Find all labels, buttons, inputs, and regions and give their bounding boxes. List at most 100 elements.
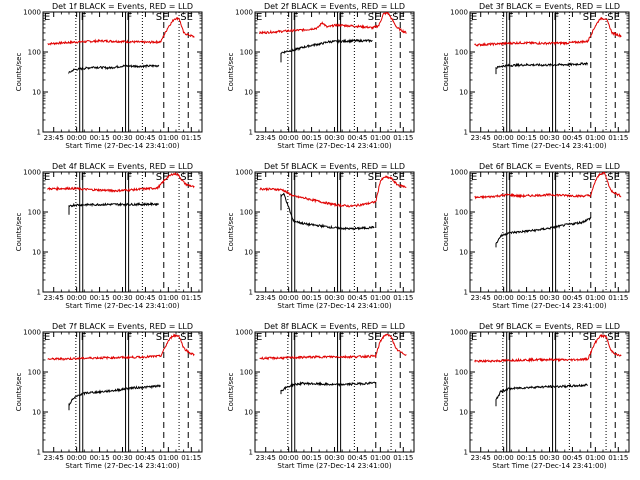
x-tick-label: 00:45 <box>562 294 582 302</box>
label-e: E <box>256 12 262 23</box>
y-tick-label: 1 <box>249 129 253 137</box>
x-tick-label: 01:15 <box>181 454 201 462</box>
x-tick-label: 00:30 <box>112 294 132 302</box>
y-tick-label: 100 <box>455 49 468 57</box>
label-e: E <box>471 332 477 343</box>
x-tick-label: 00:45 <box>347 294 367 302</box>
y-tick-label: 1000 <box>450 329 468 337</box>
y-axis-label: Counts/sec <box>15 53 23 92</box>
x-tick-label: 01:15 <box>608 454 628 462</box>
y-axis-label: Counts/sec <box>227 373 235 412</box>
x-tick-label: 00:00 <box>67 134 87 142</box>
x-tick-label: 01:15 <box>608 134 628 142</box>
y-tick-label: 10 <box>32 409 41 417</box>
label-f: F <box>339 172 345 183</box>
x-tick-label: 00:30 <box>324 294 344 302</box>
label-f: F <box>127 172 133 183</box>
label-se: SE <box>156 332 169 343</box>
plot-frame <box>42 11 203 133</box>
label-se: SE <box>180 172 193 183</box>
x-tick-label: 00:45 <box>347 454 367 462</box>
x-tick-label: 01:00 <box>158 294 178 302</box>
label-se: SE <box>583 172 596 183</box>
x-tick-label: 01:15 <box>181 134 201 142</box>
x-tick-label: 00:00 <box>494 294 514 302</box>
x-tick-label: 00:15 <box>301 454 321 462</box>
label-f: F <box>293 332 299 343</box>
events-series-line <box>280 381 377 395</box>
x-tick-label: 23:45 <box>44 294 64 302</box>
x-tick-label: 01:00 <box>158 134 178 142</box>
lld-series-line <box>47 16 195 46</box>
label-f: F <box>339 332 345 343</box>
y-tick-label: 1000 <box>450 9 468 17</box>
x-axis-label: Start Time (27-Dec-14 23:41:00) <box>65 142 179 150</box>
x-tick-label: 00:15 <box>301 134 321 142</box>
events-series-line <box>68 384 161 411</box>
x-tick-label: 00:30 <box>324 454 344 462</box>
lld-series-line <box>259 175 407 208</box>
panel-title: Det 1f BLACK = Events, RED = LLD <box>52 2 193 11</box>
events-series-line <box>495 216 592 248</box>
x-tick-label: 00:30 <box>112 454 132 462</box>
x-tick-label: 23:45 <box>44 134 64 142</box>
x-tick-label: 00:45 <box>347 134 367 142</box>
y-tick-label: 10 <box>459 249 468 257</box>
x-tick-label: 01:15 <box>181 294 201 302</box>
events-series-line <box>495 383 588 407</box>
label-se: SE <box>607 332 620 343</box>
panel-6: Det 6f BLACK = Events, RED = LLD 1 10 100 10… <box>442 162 630 310</box>
y-tick-label: 10 <box>244 409 253 417</box>
y-tick-label: 1000 <box>23 169 41 177</box>
x-axis-label: Start Time (27-Dec-14 23:41:00) <box>277 142 391 150</box>
x-tick-label: 01:15 <box>393 454 413 462</box>
label-se: SE <box>156 12 169 23</box>
events-series-line <box>280 192 375 231</box>
label-f: F <box>339 12 345 23</box>
y-tick-label: 1000 <box>23 329 41 337</box>
panel-7: Det 7f BLACK = Events, RED = LLD 1 10 100 10… <box>15 322 203 470</box>
panel-title: Det 7f BLACK = Events, RED = LLD <box>52 322 193 331</box>
x-tick-label: 01:00 <box>585 454 605 462</box>
y-axis-label: Counts/sec <box>442 53 450 92</box>
label-f: F <box>508 172 514 183</box>
x-axis-label: Start Time (27-Dec-14 23:41:00) <box>492 462 606 470</box>
label-e: E <box>256 172 262 183</box>
y-tick-label: 1 <box>464 449 468 457</box>
x-tick-label: 23:45 <box>471 294 491 302</box>
x-tick-label: 00:30 <box>539 134 559 142</box>
label-e: E <box>471 172 477 183</box>
x-tick-label: 23:45 <box>256 294 276 302</box>
y-axis-label: Counts/sec <box>15 373 23 412</box>
y-axis-label: Counts/sec <box>442 373 450 412</box>
label-se: SE <box>392 172 405 183</box>
x-tick-label: 01:00 <box>585 134 605 142</box>
x-tick-label: 00:45 <box>135 134 155 142</box>
y-tick-label: 10 <box>244 89 253 97</box>
x-tick-label: 00:00 <box>279 294 299 302</box>
x-tick-label: 00:15 <box>516 294 536 302</box>
x-tick-label: 00:15 <box>516 134 536 142</box>
y-tick-label: 100 <box>28 49 41 57</box>
panel-5: Det 5f BLACK = Events, RED = LLD 1 10 100 10… <box>227 162 415 310</box>
x-tick-label: 01:15 <box>393 134 413 142</box>
x-tick-label: 01:00 <box>585 294 605 302</box>
y-tick-label: 1000 <box>23 9 41 17</box>
label-e: E <box>44 332 50 343</box>
label-se: SE <box>392 12 405 23</box>
lld-series-line <box>259 12 407 35</box>
lld-series-line <box>474 333 622 364</box>
x-tick-label: 00:00 <box>279 454 299 462</box>
label-e: E <box>44 12 50 23</box>
panel-title: Det 2f BLACK = Events, RED = LLD <box>264 2 405 11</box>
label-f: F <box>127 332 133 343</box>
panel-4: Det 4f BLACK = Events, RED = LLD 1 10 100 10… <box>15 162 203 310</box>
y-tick-label: 10 <box>244 249 253 257</box>
y-tick-label: 100 <box>455 369 468 377</box>
label-se: SE <box>392 332 405 343</box>
x-axis-label: Start Time (27-Dec-14 23:41:00) <box>277 302 391 310</box>
x-tick-label: 00:15 <box>301 294 321 302</box>
y-axis-label: Counts/sec <box>442 213 450 252</box>
x-tick-label: 00:15 <box>516 454 536 462</box>
